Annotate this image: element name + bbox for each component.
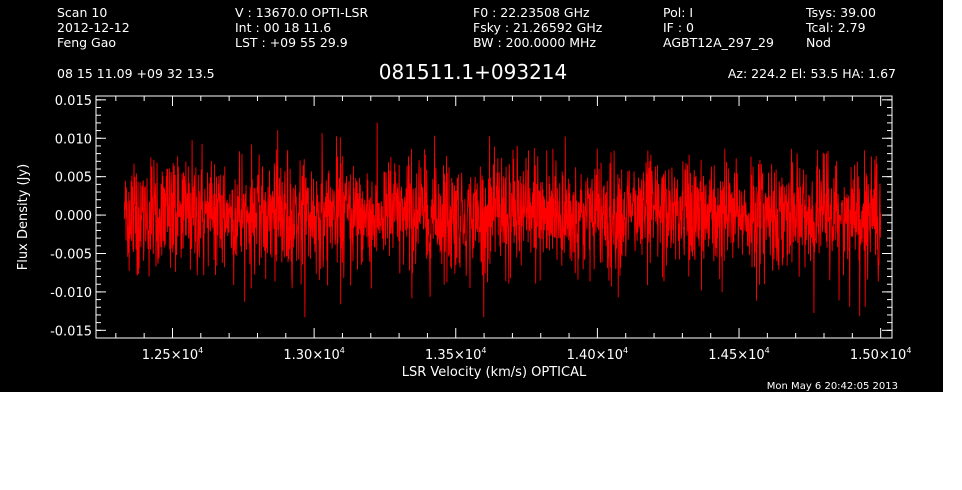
- header-col3-line-0: F0 : 22.23508 GHz: [473, 5, 590, 20]
- header-col1-line-0: Scan 10: [57, 5, 107, 20]
- x-tick-label: 1.45×104: [708, 346, 769, 363]
- plot-frame: [95, 95, 893, 339]
- spectrum-series-line: [123, 122, 882, 318]
- y-tick-label: -0.010: [50, 286, 92, 301]
- header-col4-line-0: Pol: I: [663, 5, 693, 20]
- header-col3-line-2: BW : 200.0000 MHz: [473, 35, 596, 50]
- y-tick-label: 0.000: [55, 209, 92, 224]
- x-tick-label: 1.50×104: [850, 346, 911, 363]
- x-tick-label: 1.25×104: [142, 346, 203, 363]
- y-tick-label: -0.015: [50, 324, 92, 339]
- header-col4-line-1: IF : 0: [663, 20, 694, 35]
- series-group: [123, 122, 882, 318]
- x-tick-label: 1.30×104: [283, 346, 344, 363]
- y-tick-label: -0.005: [50, 247, 92, 262]
- header-col1-line-1: 2012-12-12: [57, 20, 130, 35]
- y-tick-label: 0.005: [55, 171, 92, 186]
- header-col5-line-0: Tsys: 39.00: [805, 5, 876, 20]
- header-col1-line-2: Feng Gao: [57, 35, 116, 50]
- header-col2-line-1: Int : 00 18 11.6: [235, 20, 331, 35]
- header-col5-line-2: Nod: [806, 35, 831, 50]
- coordinates-text: 08 15 11.09 +09 32 13.5: [57, 66, 215, 81]
- y-tick-label: 0.010: [55, 132, 92, 147]
- y-axis-label: Flux Density (Jy): [16, 164, 31, 270]
- plot-panel: Scan 10 2012-12-12 Feng Gao V : 13670.0 OPT…: [0, 0, 943, 392]
- y-tick-label: 0.015: [55, 94, 92, 109]
- pointing-text: Az: 224.2 El: 53.5 HA: 1.67: [728, 66, 896, 81]
- header-col5-line-1: Tcal: 2.79: [805, 20, 866, 35]
- timestamp-text: Mon May 6 20:42:05 2013: [767, 381, 898, 392]
- header-col3-line-1: Fsky : 21.26592 GHz: [473, 20, 603, 35]
- x-tick-label: 1.40×104: [567, 346, 628, 363]
- x-tick-label: 1.35×104: [425, 346, 486, 363]
- x-axis: 1.25×104 1.30×104 1.35×104 1.40×104 1.45×104…: [115, 96, 911, 363]
- header-col2-line-2: LST : +09 55 29.9: [235, 35, 348, 50]
- header-col4-line-2: AGBT12A_297_29: [663, 35, 774, 50]
- header-col2-line-0: V : 13670.0 OPTI-LSR: [235, 5, 368, 20]
- y-axis: 0.015 0.010 0.005 0.000 -0.005 -0.010 -0.015: [50, 94, 892, 339]
- source-title: 081511.1+093214: [379, 60, 568, 84]
- x-axis-label: LSR Velocity (km/s) OPTICAL: [402, 365, 587, 380]
